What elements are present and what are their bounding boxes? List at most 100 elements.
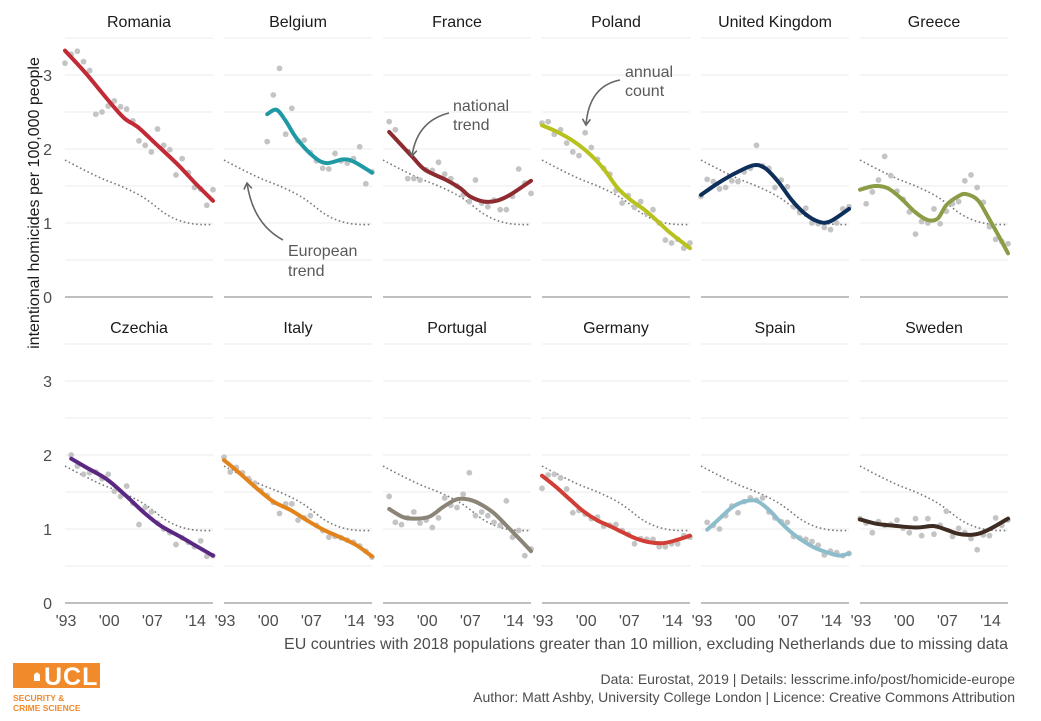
data-point	[503, 497, 510, 504]
data-point	[545, 472, 552, 478]
european-trend-line	[700, 465, 850, 532]
data-point	[123, 483, 130, 489]
national-trend-line	[222, 458, 374, 559]
data-point	[62, 60, 68, 67]
panel-title: France	[432, 14, 482, 31]
panel-title: Poland	[591, 14, 641, 31]
data-point	[80, 58, 87, 65]
european-trend-line	[223, 159, 373, 226]
data-point	[417, 177, 423, 183]
x-tick-label: '07	[619, 613, 640, 630]
y-tick-label: 2	[43, 448, 52, 465]
x-tick-label: '93	[851, 613, 872, 630]
x-tick-label: '00	[417, 613, 438, 630]
data-point	[992, 515, 999, 521]
data-point	[386, 118, 393, 125]
panel-title: United Kingdom	[718, 14, 832, 31]
data-point	[887, 172, 894, 179]
data-point	[392, 519, 399, 526]
data-point	[968, 172, 974, 178]
panel-united-kingdom: United Kingdom	[698, 14, 852, 298]
data-point	[515, 527, 522, 534]
panel-greece: Greece	[858, 14, 1011, 298]
x-tick-label: '07	[301, 613, 322, 630]
data-point	[687, 240, 693, 246]
data-point	[166, 146, 173, 153]
data-point	[986, 532, 993, 539]
data-point	[105, 471, 112, 478]
data-point	[325, 534, 332, 541]
data-point	[974, 546, 981, 553]
data-point	[148, 509, 155, 515]
european-trend-line	[541, 465, 691, 532]
annotation-national-trend: national trend	[408, 98, 509, 158]
data-point	[142, 142, 149, 149]
data-point	[961, 177, 968, 184]
data-point	[173, 172, 179, 178]
data-point	[441, 171, 448, 178]
data-point	[325, 166, 332, 172]
x-tick-label: '93	[374, 613, 395, 630]
data-point	[894, 517, 900, 524]
panel-czechia: Czechia '93 '00 '07 '14	[56, 320, 216, 630]
data-point	[875, 177, 882, 183]
data-point	[906, 529, 913, 536]
national-trend-line	[63, 48, 215, 203]
data-point	[503, 206, 510, 213]
annotation-text: count	[625, 83, 665, 100]
data-point	[301, 137, 308, 144]
panel-title: Belgium	[269, 14, 327, 31]
panel-title: Sweden	[905, 320, 963, 337]
data-point	[551, 471, 558, 478]
x-tick-label: '00	[99, 613, 120, 630]
x-tick-label: '07	[460, 613, 481, 630]
national-trend-line	[69, 456, 215, 558]
data-point	[466, 198, 473, 205]
data-point	[99, 109, 105, 115]
national-trend-line	[387, 130, 533, 204]
data-point	[295, 517, 301, 524]
panel-title: Czechia	[110, 320, 168, 337]
data-point	[576, 152, 582, 159]
data-point	[288, 500, 295, 507]
data-point	[881, 153, 888, 160]
y-tick-label: 0	[43, 290, 52, 307]
data-point	[282, 131, 289, 138]
logo-box	[13, 663, 100, 688]
data-point	[515, 166, 522, 172]
data-point	[588, 144, 595, 151]
data-point	[472, 512, 479, 519]
x-tick-label: '14	[821, 613, 842, 630]
national-trend-line	[387, 496, 533, 554]
data-point	[869, 529, 876, 536]
data-point	[154, 126, 161, 132]
data-point	[454, 504, 460, 511]
panel-germany: Germany '93 '00 '07 '14	[533, 320, 693, 630]
data-point	[619, 200, 626, 206]
panel-italy: Italy '93 '00 '07 '14	[215, 320, 375, 630]
annotation-text: annual	[625, 64, 673, 81]
data-point	[68, 452, 75, 458]
data-point	[319, 165, 326, 172]
data-point	[497, 522, 504, 529]
panel-sweden: Sweden '93 '00 '07 '14	[851, 320, 1011, 630]
source-caption: Data: Eurostat, 2019 | Details: lesscrim…	[600, 671, 1015, 687]
data-point	[491, 519, 497, 526]
data-point	[74, 48, 81, 55]
data-point	[264, 138, 271, 145]
data-point	[992, 236, 999, 243]
data-point	[656, 543, 663, 550]
data-point	[539, 485, 545, 492]
data-point	[869, 189, 876, 195]
data-point	[668, 240, 675, 246]
data-point	[955, 198, 962, 205]
data-point	[111, 98, 118, 104]
y-tick-label: 1	[43, 522, 52, 539]
data-point	[716, 186, 723, 192]
data-point	[435, 515, 442, 521]
national-trend-line	[540, 473, 692, 546]
x-tick-label: '14	[662, 613, 683, 630]
data-point	[759, 495, 766, 501]
data-point	[637, 198, 644, 205]
